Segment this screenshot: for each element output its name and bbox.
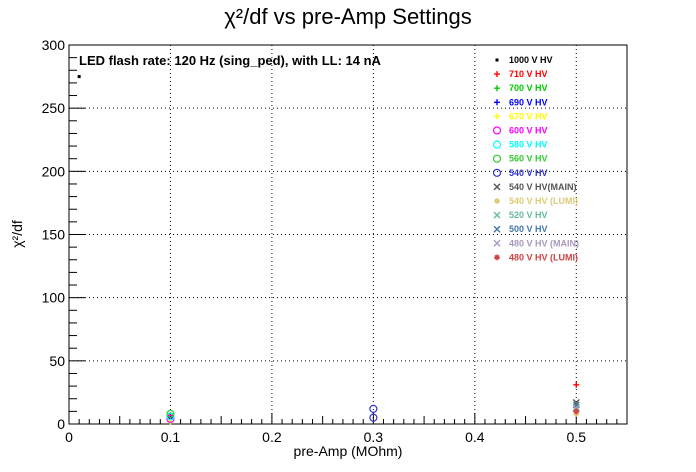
- legend-label: 700 V HV: [509, 83, 548, 93]
- legend-label: 600 V HV: [509, 126, 548, 136]
- legend-label: 480 V HV (LUMI): [509, 252, 578, 262]
- legend-marker: [492, 168, 502, 177]
- legend-marker: [493, 183, 501, 191]
- legend-label: 580 V HV: [509, 140, 548, 150]
- chart-title: χ²/df vs pre-Amp Settings: [224, 4, 472, 29]
- y-tick-label: 150: [42, 227, 66, 243]
- x-tick-label: 0: [65, 429, 73, 445]
- x-tick-label: 0.1: [161, 429, 181, 445]
- y-tick-label: 250: [42, 100, 66, 116]
- legend-marker: [494, 198, 500, 204]
- legend-label: 540 V HV(MAIN): [509, 182, 577, 192]
- legend-marker: [493, 239, 501, 247]
- legend-marker: [493, 225, 501, 233]
- x-tick-labels: 0 0.1 0.2 0.3 0.4 0.5: [65, 429, 586, 445]
- legend-marker: [494, 99, 500, 106]
- legend-marker: [492, 140, 502, 149]
- data-point: [166, 414, 175, 424]
- legend-marker: [494, 71, 500, 78]
- data-point: [369, 413, 378, 422]
- y-tick-label: 50: [49, 353, 65, 369]
- x-tick-label: 0.5: [567, 429, 587, 445]
- data-points: [77, 75, 580, 425]
- data-point: [573, 408, 580, 415]
- legend-label: 560 V HV: [509, 154, 548, 164]
- y-tick-label: 100: [42, 290, 66, 306]
- legend: 1000 V HV 710 V HV 700 V HV 690 V HV 670 V H…: [492, 55, 579, 262]
- data-point: [166, 409, 175, 418]
- legend-label: 710 V HV: [509, 69, 548, 79]
- x-axis-label: pre-Amp (MOhm): [294, 443, 403, 459]
- legend-marker: [495, 58, 499, 62]
- legend-label: 1000 V HV: [509, 55, 553, 65]
- legend-marker: [494, 113, 500, 120]
- legend-label: 540 V HV: [509, 168, 548, 178]
- data-point: [573, 381, 580, 388]
- y-tick-labels: 0 50 100 150 200 250 300: [42, 37, 66, 432]
- y-axis-label: χ²/df: [9, 220, 25, 248]
- data-point: [369, 404, 378, 413]
- legend-label: 690 V HV: [509, 97, 548, 107]
- data-point: [572, 399, 580, 407]
- data-point: [77, 75, 81, 79]
- legend-marker: [492, 154, 502, 163]
- y-tick-label: 200: [42, 163, 66, 179]
- legend-label: 480 V HV (MAIN): [509, 238, 579, 248]
- legend-label: 500 V HV: [509, 224, 548, 234]
- legend-label: 670 V HV: [509, 111, 548, 121]
- legend-marker: [493, 211, 501, 219]
- legend-label: 520 V HV: [509, 210, 548, 220]
- x-tick-label: 0.3: [364, 429, 384, 445]
- x-tick-label: 0.2: [262, 429, 282, 445]
- legend-marker: [492, 126, 502, 135]
- legend-label: 540 V HV (LUMI): [509, 196, 578, 206]
- y-tick-label: 300: [42, 37, 66, 53]
- grid: [69, 44, 627, 424]
- x-tick-label: 0.4: [465, 429, 485, 445]
- legend-marker: [494, 254, 500, 261]
- y-tick-label: 0: [57, 416, 65, 432]
- data-point: [166, 412, 175, 421]
- legend-marker: [494, 85, 500, 92]
- annotation: LED flash rate: 120 Hz (sing_ped), with …: [79, 53, 382, 68]
